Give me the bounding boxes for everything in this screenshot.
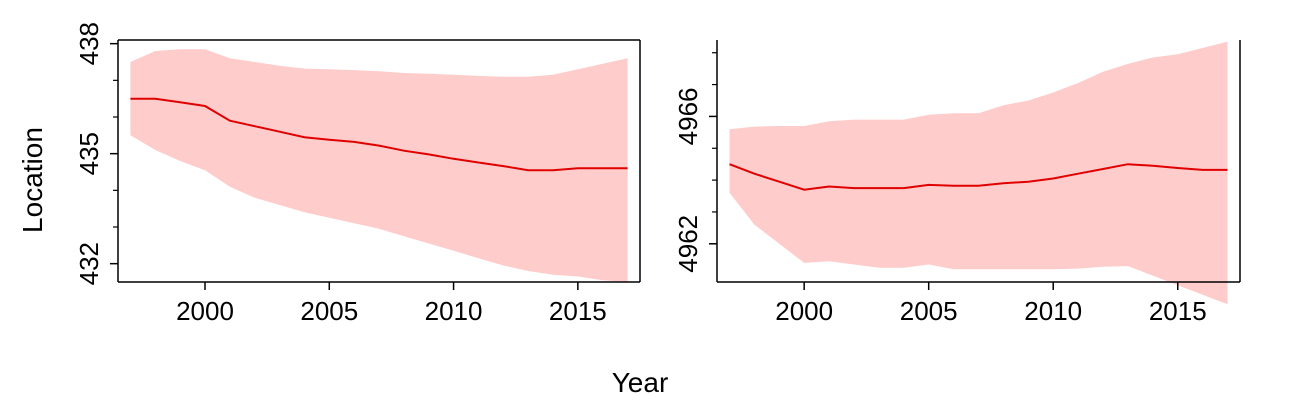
right-panel: 2000 2005 2010 2015 4962 4966 [673,40,1241,326]
confidence-band [729,41,1228,305]
x-tick-label: 2010 [1024,296,1082,326]
x-tick-label: 2000 [176,296,234,326]
y-tick-label: 4966 [673,87,703,145]
x-tick-label: 2005 [300,296,358,326]
x-tick-label: 2005 [900,296,958,326]
y-axis-label: Location [17,127,48,233]
left-panel: 2000 2005 2010 2015 432 435 438 [74,22,641,326]
confidence-band [130,49,628,283]
x-tick-label: 2010 [425,296,483,326]
x-axis-label: Year [612,367,669,398]
y-tick-label: 435 [74,132,104,175]
x-tick-label: 2000 [775,296,833,326]
x-tick-label: 2015 [549,296,607,326]
y-tick-label: 438 [74,22,104,65]
y-tick-label: 4962 [673,215,703,273]
y-tick-label: 432 [74,242,104,285]
mean-line [729,163,1228,191]
mean-line [130,97,628,172]
x-tick-label: 2015 [1149,296,1207,326]
